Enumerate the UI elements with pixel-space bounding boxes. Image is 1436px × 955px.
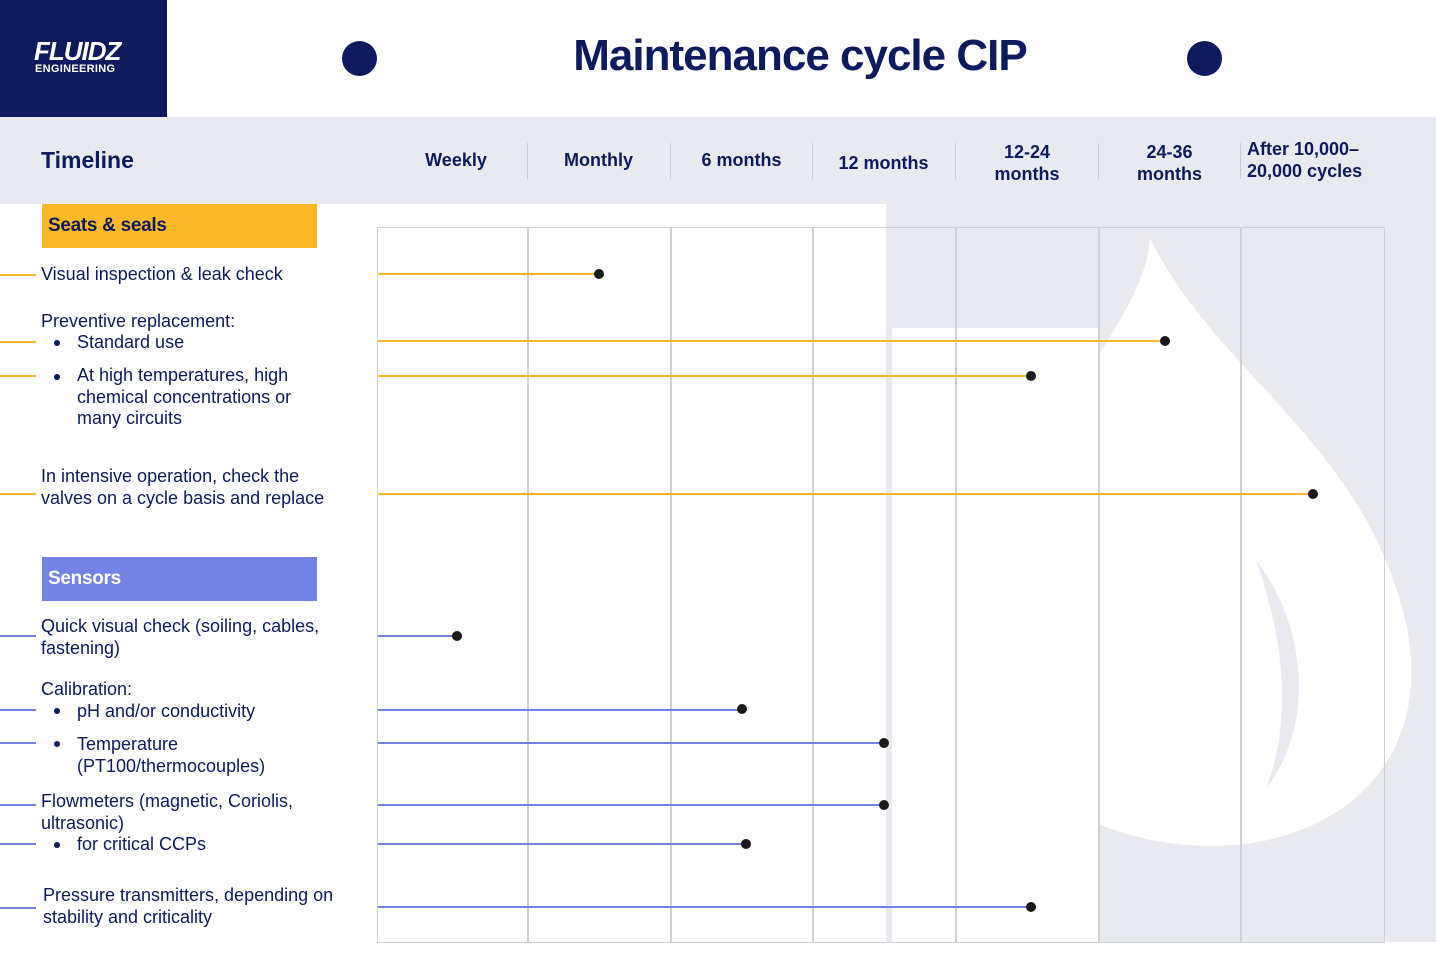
task-pressure-transmitters: Pressure transmitters, depending on stab… bbox=[43, 885, 334, 927]
task-calibration: Calibration: bbox=[41, 679, 133, 699]
period-monthly: Monthly bbox=[564, 150, 633, 170]
period-12-24-months: 12-24 months bbox=[994, 142, 1060, 184]
timeline-bar-end bbox=[737, 704, 747, 714]
period-after-cycles: After 10,000– 20,000 cycles bbox=[1247, 139, 1363, 181]
timeline-bar-end bbox=[1308, 489, 1318, 499]
timeline-bar-end bbox=[594, 269, 604, 279]
page-title: Maintenance cycle CIP bbox=[573, 31, 1027, 80]
period-divider bbox=[812, 143, 813, 179]
task-temperature: Temperature (PT100/thermocouples) bbox=[77, 734, 266, 776]
task-critical-ccps: for critical CCPs bbox=[77, 834, 207, 854]
task-high-temperatures: At high temperatures, high chemical conc… bbox=[77, 365, 292, 428]
connector-stub bbox=[0, 375, 36, 377]
connector-stub bbox=[0, 907, 36, 909]
timeline-bar bbox=[378, 709, 742, 711]
timeline-bar-end bbox=[452, 631, 462, 641]
timeline-bar-end bbox=[1026, 371, 1036, 381]
timeline-bar-end bbox=[879, 738, 889, 748]
grid-line bbox=[955, 227, 957, 943]
connector-stub bbox=[0, 843, 36, 845]
connector-stub bbox=[0, 742, 36, 744]
grid-line bbox=[670, 227, 672, 943]
task-intensive-operation: In intensive operation, check the valves… bbox=[41, 466, 325, 508]
task-flowmeters: Flowmeters (magnetic, Coriolis, ultrason… bbox=[41, 791, 294, 833]
timeline-label: Timeline bbox=[41, 147, 134, 173]
timeline-bar bbox=[378, 635, 457, 637]
task-standard-use: Standard use bbox=[77, 332, 185, 352]
period-divider bbox=[1098, 143, 1099, 179]
timeline-bar bbox=[378, 906, 1031, 908]
period-divider bbox=[955, 143, 956, 179]
bullet-icon bbox=[54, 741, 60, 747]
period-24-36-months: 24-36 months bbox=[1137, 142, 1202, 184]
timeline-bar-end bbox=[1160, 336, 1170, 346]
timeline-bar bbox=[378, 273, 599, 275]
timeline-bar bbox=[378, 742, 884, 744]
bullet-icon bbox=[54, 340, 60, 346]
period-weekly: Weekly bbox=[425, 150, 487, 170]
logo-wordmark: FLUIDZ bbox=[34, 36, 121, 66]
task-preventive-replacement: Preventive replacement: bbox=[41, 311, 236, 331]
period-divider bbox=[527, 143, 528, 179]
connector-stub bbox=[0, 274, 36, 276]
logo-subtitle: ENGINEERING bbox=[35, 63, 116, 75]
grid-line bbox=[1240, 227, 1242, 943]
period-divider bbox=[1240, 143, 1241, 179]
connector-stub bbox=[0, 635, 36, 637]
task-ph-conductivity: pH and/or conductivity bbox=[77, 701, 256, 721]
bullet-icon bbox=[54, 708, 60, 714]
period-12-months: 12 months bbox=[838, 153, 929, 173]
timeline-bar-end bbox=[741, 839, 751, 849]
logo: FLUIDZ ENGINEERING bbox=[0, 0, 167, 117]
connector-stub bbox=[0, 493, 36, 495]
timeline-bar-end bbox=[879, 800, 889, 810]
timeline-grid bbox=[377, 227, 1385, 943]
timeline-bar bbox=[378, 340, 1164, 342]
task-quick-visual-check: Quick visual check (soiling, cables, fas… bbox=[41, 616, 320, 658]
connector-stub bbox=[0, 341, 36, 343]
category-sensors: Sensors bbox=[42, 557, 317, 601]
connector-stub bbox=[0, 709, 36, 711]
grid-line bbox=[527, 227, 529, 943]
timeline-bar bbox=[378, 804, 884, 806]
decorative-dot-right bbox=[1187, 41, 1222, 76]
bullet-icon bbox=[54, 374, 60, 380]
timeline-header-band bbox=[0, 117, 1436, 204]
water-drop-icon bbox=[892, 238, 1412, 942]
grid-line bbox=[812, 227, 814, 943]
timeline-bar bbox=[378, 843, 746, 845]
timeline-bar bbox=[378, 375, 1031, 377]
period-divider bbox=[670, 143, 671, 179]
timeline-bar-end bbox=[1026, 902, 1036, 912]
decorative-dot-left bbox=[342, 41, 377, 76]
bullet-icon bbox=[54, 842, 60, 848]
grid-line bbox=[1098, 227, 1100, 943]
category-seats-seals: Seats & seals bbox=[42, 204, 317, 248]
task-visual-inspection: Visual inspection & leak check bbox=[41, 264, 283, 284]
timeline-bar bbox=[378, 493, 1312, 495]
connector-stub bbox=[0, 804, 36, 806]
period-6-months: 6 months bbox=[701, 150, 782, 170]
